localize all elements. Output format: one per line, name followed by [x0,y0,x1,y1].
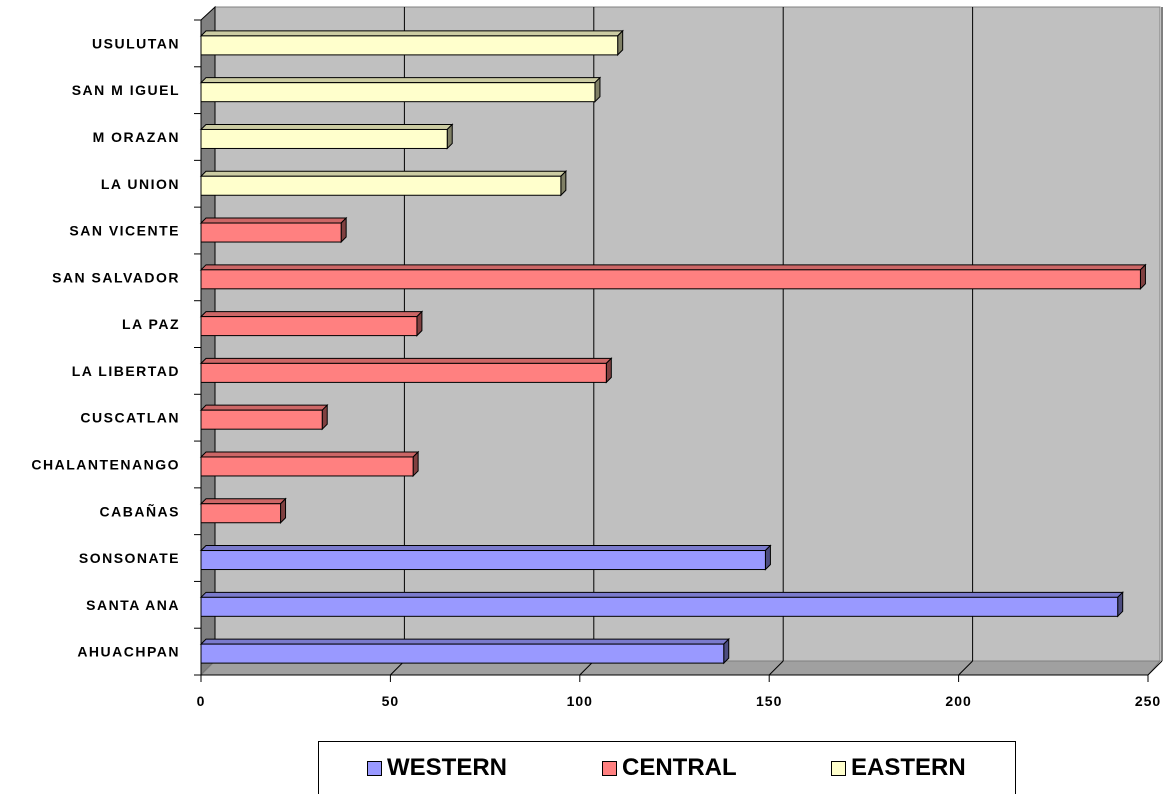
y-tick-label: CUSCATLAN [80,410,180,426]
bar-front-santa-ana [200,596,1119,617]
bar-front-san-salvador [200,269,1141,290]
bar-caba-as [199,497,287,524]
bar-front-la-union [200,175,562,196]
y-tick-label: SAN VICENTE [69,223,180,239]
bar-top-ahuachpan [199,638,730,645]
bar-san-m-iguel [199,76,602,103]
bar-front-la-libertad [200,362,607,383]
y-tick-label: LA LIBERTAD [72,363,180,379]
bar-top-san-salvador [199,264,1147,271]
bar-top-la-libertad [199,357,613,364]
y-tick-label: M ORAZAN [93,129,180,145]
bar-top-m-orazan [199,123,454,130]
legend-swatch-central [602,760,617,776]
y-tick-label: AHUACHPAN [77,644,180,660]
bar-top-caba-as [199,498,287,505]
bar-top-santa-ana [199,591,1124,598]
bar-side-cuscatlan [321,403,328,431]
bar-top-san-vicente [199,217,348,224]
bar-side-san-m-iguel [594,76,601,103]
bar-front-la-paz [200,316,418,337]
bar-la-libertad [199,357,613,384]
bar-sonsonate [199,544,772,571]
bar-front-san-vicente [200,222,342,243]
gridline-floor-250 [1147,660,1163,676]
bar-chalantenango [199,450,420,478]
bar-side-la-paz [416,310,423,337]
bar-la-paz [199,310,424,337]
axes-group: AHUACHPAN SANTA ANA SONSONATE CABAÑAS CHALAN… [31,19,1161,709]
bar-top-san-m-iguel [199,77,602,84]
x-tick-label: 250 [1135,693,1161,709]
y-tick-label: CABAÑAS [100,502,181,519]
bar-front-ahuachpan [200,643,725,664]
bar-top-sonsonate [199,545,772,552]
plot-side-wall [200,5,216,677]
bar-side-ahuachpan [723,637,730,665]
bar-san-salvador [199,263,1147,291]
bar-cuscatlan [199,403,329,431]
bar-top-la-paz [199,311,424,318]
gridline-floor-200 [958,660,973,676]
x-tick-label: 150 [756,693,782,709]
bar-la-union [199,170,568,197]
bar-san-vicente [199,216,348,244]
legend: WESTERN CENTRAL EASTERN [318,741,1016,794]
legend-item-central: CENTRAL [602,756,737,780]
bar-top-usulutan [199,30,624,37]
bar-top-la-union [199,170,568,177]
y-tick-label: CHALANTENANGO [31,456,180,472]
y-tick-label: SAN SALVADOR [52,269,180,285]
bar-side-chalantenango [412,450,419,478]
bar-side-usulutan [617,29,624,57]
legend-item-western: WESTERN [367,756,507,780]
bar-ahuachpan [199,637,730,665]
bar-front-m-orazan [200,128,448,149]
bar-front-san-m-iguel [200,82,596,103]
bar-front-chalantenango [200,456,414,477]
bar-top-chalantenango [199,451,420,458]
bar-side-la-union [560,170,567,197]
x-tick-label: 200 [945,693,971,709]
y-tick-label: SANTA ANA [86,597,180,613]
bar-side-sonsonate [764,544,771,571]
plot-area [199,5,1163,677]
y-tick-label: LA UNION [101,176,180,192]
bar-side-m-orazan [446,123,453,150]
bar-m-orazan [199,123,454,150]
y-tick-label: LA PAZ [122,316,180,332]
legend-label-central: CENTRAL [622,754,737,781]
bar-side-san-vicente [340,216,347,244]
legend-swatch-eastern [831,760,846,776]
bar-top-cuscatlan [199,404,329,411]
x-tick-label: 50 [382,693,400,709]
y-tick-label: SAN M IGUEL [72,82,180,98]
legend-label-western: WESTERN [387,754,507,781]
bar-side-santa-ana [1117,591,1124,618]
bar-front-sonsonate [200,550,766,571]
bar-side-la-libertad [605,357,612,384]
legend-swatch-western [367,760,382,776]
bar-santa-ana [199,591,1124,618]
legend-label-eastern: EASTERN [851,754,966,781]
bar-usulutan [199,29,624,57]
bar-front-usulutan [200,35,619,56]
bar-front-caba-as [200,503,282,524]
x-tick-label: 100 [567,693,593,709]
gridline-floor-150 [768,660,784,676]
bar-side-caba-as [280,497,287,524]
x-tick-label: 0 [197,693,206,709]
bar-front-cuscatlan [200,409,323,430]
bar-side-san-salvador [1139,263,1146,291]
legend-item-eastern: EASTERN [831,756,966,780]
y-tick-label: SONSONATE [79,550,180,566]
y-tick-label: USULUTAN [92,35,180,51]
bars-group [199,29,1147,665]
